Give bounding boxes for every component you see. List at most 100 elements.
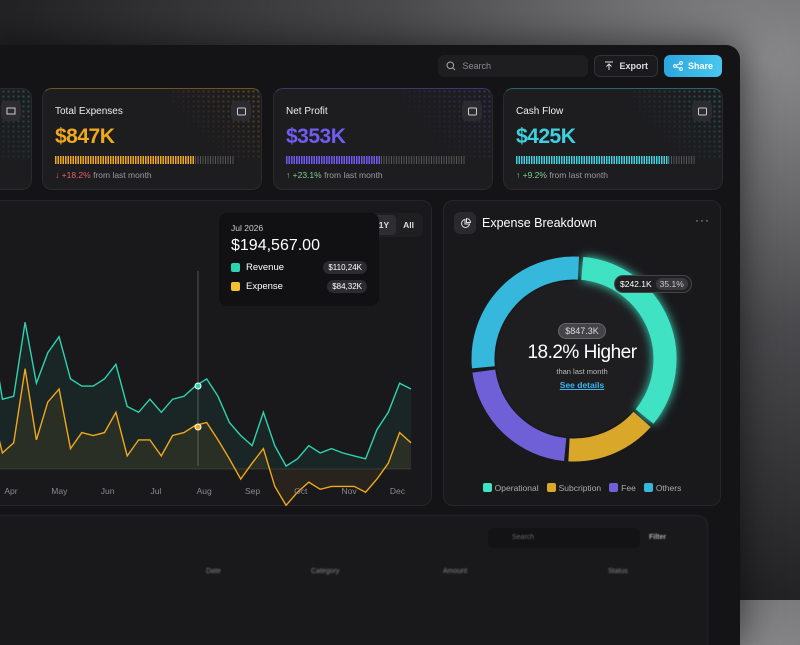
card-value: $847K bbox=[55, 125, 115, 148]
kpi-card: Cash Flow $425K ↑ +9.2% from last month bbox=[503, 88, 723, 190]
legend-swatch bbox=[482, 483, 492, 492]
delta-value: +23.1% bbox=[292, 170, 322, 180]
column-header-category[interactable]: Category bbox=[311, 568, 340, 575]
legend-swatch bbox=[643, 483, 653, 492]
legend-label: Fee bbox=[621, 483, 636, 493]
arrow-down-icon: ↓ bbox=[55, 170, 60, 180]
progress-bar bbox=[55, 156, 235, 164]
area-expense bbox=[0, 368, 411, 506]
x-tick-label: Nov bbox=[341, 486, 357, 496]
share-icon bbox=[673, 61, 683, 71]
panel-title: Expense Breakdown bbox=[482, 216, 597, 230]
search-placeholder: Search bbox=[462, 61, 491, 71]
topbar: Search Export Share bbox=[438, 55, 722, 77]
x-tick-label: Aug bbox=[196, 486, 212, 496]
share-label: Share bbox=[687, 61, 713, 71]
column-header-date[interactable]: Date bbox=[206, 568, 221, 575]
line-expense bbox=[0, 368, 412, 507]
dashboard-window: Search Export Share Total Expenses $847K… bbox=[0, 45, 740, 645]
slice-subcription[interactable] bbox=[568, 411, 651, 462]
expense-breakdown-panel: Expense Breakdown ··· $242.1K 35.1% $847… bbox=[443, 200, 721, 506]
x-tick-label: Apr bbox=[4, 486, 18, 496]
more-options-icon[interactable]: ··· bbox=[695, 213, 710, 227]
hover-value: $242.1K bbox=[620, 279, 652, 289]
tooltip-value: $84,32K bbox=[327, 280, 367, 293]
export-button[interactable]: Export bbox=[594, 55, 658, 77]
hover-point-revenue[interactable] bbox=[194, 382, 202, 390]
tooltip-label: Expense bbox=[246, 281, 283, 292]
legend-label: Others bbox=[655, 483, 682, 493]
tooltip-row-revenue: Revenue $110,24K bbox=[231, 261, 367, 274]
card-glow bbox=[0, 89, 31, 159]
wallet-icon bbox=[692, 101, 712, 121]
money-hand-icon bbox=[462, 101, 482, 121]
x-tick-label: Oct bbox=[294, 486, 308, 496]
x-tick-label: Jul bbox=[150, 486, 162, 496]
export-label: Export bbox=[619, 61, 648, 71]
kpi-card: Net Profit $353K ↑ +23.1% from last mont… bbox=[273, 88, 493, 190]
column-header-status[interactable]: Status bbox=[608, 568, 628, 575]
slice-others[interactable] bbox=[471, 256, 579, 369]
progress-bar bbox=[286, 156, 466, 164]
legend-swatch bbox=[609, 483, 619, 492]
column-header-amount[interactable]: Amount bbox=[443, 568, 468, 575]
tooltip-label: Revenue bbox=[246, 262, 285, 273]
x-tick-label: Sep bbox=[244, 486, 261, 496]
kpi-card: Total Expenses $847K ↓ +18.2% from last … bbox=[42, 88, 262, 190]
line-revenue bbox=[0, 322, 412, 468]
headline: 18.2% Higher bbox=[527, 342, 637, 363]
arrow-up-icon: ↑ bbox=[286, 170, 291, 180]
slice-operational[interactable] bbox=[580, 256, 677, 424]
legend-label: Operational bbox=[494, 483, 539, 493]
delta-suffix: from last month bbox=[324, 170, 383, 180]
slice-fee[interactable] bbox=[472, 369, 567, 462]
card-title: Total Expenses bbox=[55, 106, 123, 117]
card-value: $425K bbox=[516, 125, 576, 148]
tooltip-total: $194,567.00 bbox=[231, 237, 320, 254]
card-delta: ↑ +23.1% from last month bbox=[286, 170, 383, 180]
transactions-table: Search Filter Date Category Amount Statu… bbox=[0, 515, 708, 645]
hover-point-expense[interactable] bbox=[194, 423, 202, 431]
table-search-input[interactable]: Search bbox=[488, 528, 640, 548]
donut-legend: Operational Subcription Fee Others bbox=[444, 483, 720, 493]
legend-label: Subcription bbox=[558, 483, 602, 493]
donut-hole bbox=[496, 281, 652, 437]
legend-item: Others bbox=[643, 483, 682, 493]
search-icon bbox=[446, 61, 456, 71]
see-details-link[interactable]: See details bbox=[559, 380, 605, 390]
legend-swatch bbox=[231, 263, 240, 272]
card-title: Net Profit bbox=[286, 106, 328, 117]
share-button[interactable]: Share bbox=[663, 55, 722, 77]
card-delta: ↑ +9.2% from last month bbox=[516, 170, 608, 180]
delta-value: +18.2% bbox=[61, 170, 91, 180]
hover-percent: 35.1% bbox=[655, 278, 688, 290]
line-chart bbox=[0, 271, 412, 507]
pie-chart-icon bbox=[454, 212, 476, 234]
card-glow bbox=[171, 89, 261, 159]
kpi-card-partial bbox=[0, 88, 32, 190]
card-icon bbox=[1, 101, 21, 121]
legend-swatch bbox=[231, 282, 240, 291]
card-glow bbox=[632, 89, 722, 159]
donut-hover-tooltip: $242.1K 35.1% bbox=[614, 275, 692, 293]
card-delta: ↓ +18.2% from last month bbox=[55, 170, 152, 180]
total-badge: $847.3K bbox=[558, 323, 606, 339]
range-all[interactable]: All bbox=[403, 220, 414, 230]
filter-button[interactable]: Filter bbox=[649, 534, 667, 541]
delta-suffix: from last month bbox=[549, 170, 608, 180]
search-input[interactable]: Search bbox=[438, 55, 589, 77]
donut-chart bbox=[471, 256, 677, 462]
card-glow bbox=[402, 89, 492, 159]
arrow-up-icon: ↑ bbox=[516, 170, 521, 180]
legend-item: Operational bbox=[482, 483, 539, 493]
revenue-chart-panel: 5D1M3M1YAll Jul 2026 $194,567.00 Revenue… bbox=[0, 200, 432, 507]
subtext: than last month bbox=[556, 367, 608, 376]
chart-tooltip: Jul 2026 $194,567.00 Revenue $110,24K Exp… bbox=[219, 213, 379, 306]
legend-swatch bbox=[546, 483, 556, 492]
upload-icon bbox=[605, 61, 614, 70]
x-tick-label: Dec bbox=[389, 486, 405, 496]
chart-down-icon bbox=[231, 101, 251, 121]
progress-fill bbox=[516, 156, 669, 164]
legend-item: Subcription bbox=[546, 483, 602, 493]
delta-value: +9.2% bbox=[522, 170, 547, 180]
